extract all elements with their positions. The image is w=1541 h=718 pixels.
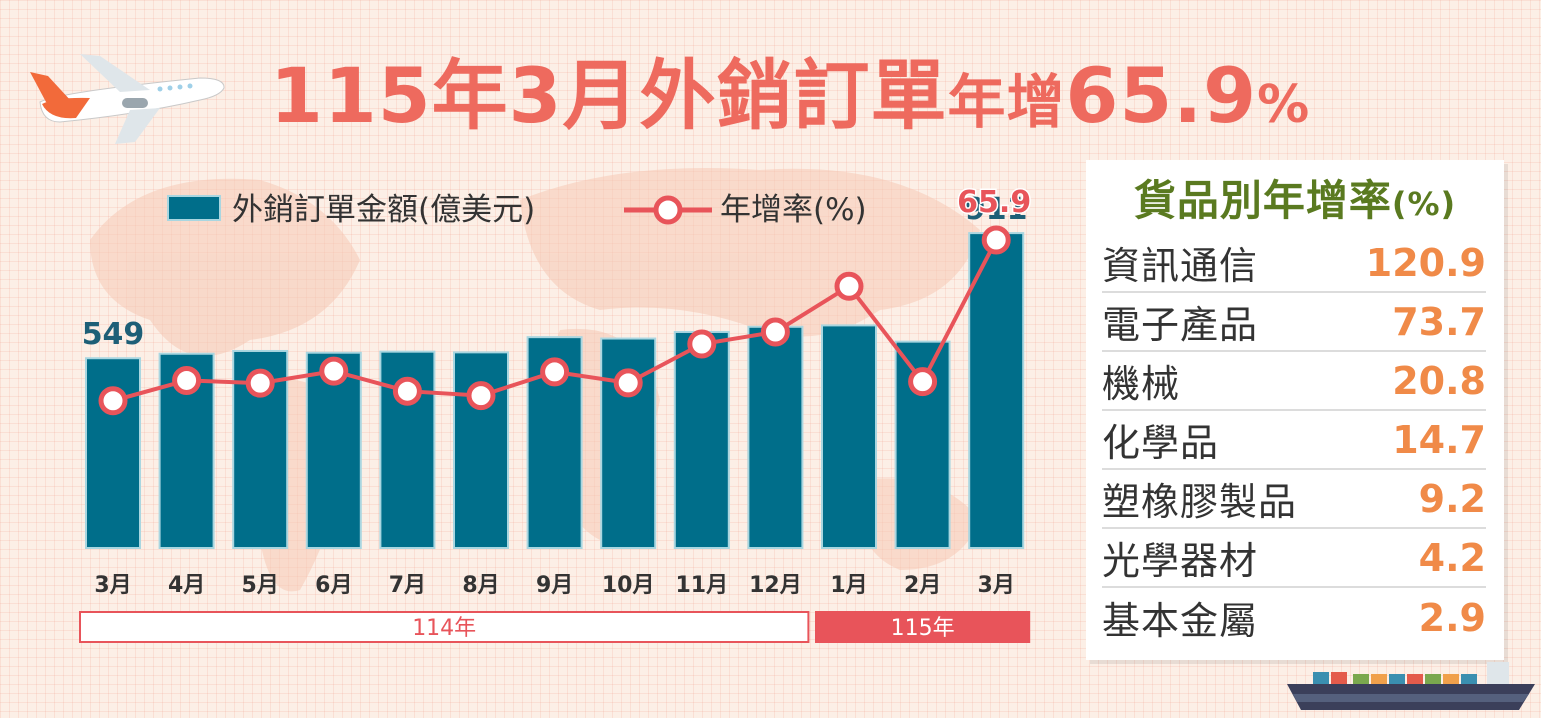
bar-8 xyxy=(673,330,730,549)
cargo-ship-icon xyxy=(1287,662,1535,710)
legend-bar-label: 外銷訂單金額(億美元) xyxy=(232,192,535,228)
bar-9 xyxy=(747,325,804,550)
page-title: 115年3月外銷訂單年增65.9% xyxy=(270,34,1310,144)
growth-point-12 xyxy=(981,225,1011,255)
growth-point-1 xyxy=(172,365,202,395)
list-item: 基本金屬 2.9 xyxy=(1102,588,1486,647)
growth-point-2 xyxy=(245,368,275,398)
growth-point-7 xyxy=(613,368,643,398)
category-name: 電子產品 xyxy=(1102,303,1259,347)
growth-point-3 xyxy=(319,356,349,386)
x-tick-label: 1月 xyxy=(830,573,867,598)
list-item: 塑橡膠製品 9.2 xyxy=(1102,470,1486,529)
title-percent-sign: % xyxy=(1257,75,1311,135)
airplane-icon xyxy=(30,54,225,144)
category-growth: 9.2 xyxy=(1418,476,1486,521)
category-growth: 14.7 xyxy=(1392,417,1486,462)
legend-bar-swatch xyxy=(167,195,221,221)
category-growth: 20.8 xyxy=(1392,358,1486,403)
list-item: 電子產品 73.7 xyxy=(1102,293,1486,352)
x-tick-label: 10月 xyxy=(602,573,655,598)
chart-legend: 外銷訂單金額(億美元) 年增率(%) xyxy=(167,192,867,228)
title-growth-label: 年增 xyxy=(947,68,1066,136)
year-group-band xyxy=(79,611,810,643)
bar-10 xyxy=(821,324,877,549)
data-label-0-0: 549 xyxy=(82,317,145,352)
bar-3 xyxy=(305,351,362,549)
growth-point-8 xyxy=(687,329,717,359)
title-growth-value: 65.9 xyxy=(1065,51,1258,140)
x-tick-label: 3月 xyxy=(94,573,131,598)
data-label-1-12: 65.9 xyxy=(957,185,1031,220)
growth-point-6 xyxy=(540,357,570,387)
category-growth: 120.9 xyxy=(1365,240,1486,285)
title-subject: 外銷訂單 xyxy=(639,51,948,140)
growth-point-4 xyxy=(392,376,422,406)
category-growth: 4.2 xyxy=(1418,535,1486,580)
growth-point-9 xyxy=(760,317,790,347)
category-growth-panel: 貨品別年增率(%) 資訊通信 120.9 電子產品 73.7 機械 20.8 化學品 1… xyxy=(1086,160,1504,660)
title-period: 115年3月 xyxy=(270,51,640,140)
category-name: 機械 xyxy=(1102,362,1181,406)
list-item: 光學器材 4.2 xyxy=(1102,529,1486,588)
category-name: 化學品 xyxy=(1102,421,1220,465)
category-list: 資訊通信 120.9 電子產品 73.7 機械 20.8 化學品 14.7 塑橡膠製品 9… xyxy=(1102,234,1486,647)
panel-title-text: 貨品別年增率 xyxy=(1133,176,1392,225)
legend-line-label: 年增率(%) xyxy=(720,192,867,228)
legend-line-marker xyxy=(653,195,683,225)
x-tick-label: 8月 xyxy=(462,573,499,598)
year-group-label: 114年 xyxy=(412,616,476,641)
year-group-label: 115年 xyxy=(891,616,955,641)
category-growth: 2.9 xyxy=(1418,595,1486,640)
x-tick-label: 3月 xyxy=(978,573,1015,598)
growth-point-11 xyxy=(908,367,938,397)
category-name: 塑橡膠製品 xyxy=(1102,480,1298,524)
category-name: 光學器材 xyxy=(1102,539,1259,583)
bar-12 xyxy=(968,232,1025,549)
x-tick-label: 7月 xyxy=(389,573,426,598)
x-tick-label: 11月 xyxy=(675,573,728,598)
x-tick-label: 2月 xyxy=(904,573,941,598)
x-tick-label: 4月 xyxy=(168,573,205,598)
data-label-0-12: 911 xyxy=(965,192,1028,227)
category-name: 資訊通信 xyxy=(1102,244,1259,288)
export-orders-chart: 外銷訂單金額(億美元) 年增率(%) 3月 4月 5月 6月 7月 8月 9月 10月 11月 1… xyxy=(79,184,1033,643)
x-tick-label: 9月 xyxy=(536,573,573,598)
growth-point-10 xyxy=(834,271,864,301)
list-item: 機械 20.8 xyxy=(1102,352,1486,411)
list-item: 化學品 14.7 xyxy=(1102,411,1486,470)
growth-point-0 xyxy=(98,386,128,416)
x-tick-label: 5月 xyxy=(242,573,279,598)
category-name: 基本金屬 xyxy=(1102,599,1259,643)
list-item: 資訊通信 120.9 xyxy=(1102,234,1486,293)
category-growth: 73.7 xyxy=(1392,299,1486,344)
growth-point-5 xyxy=(466,381,496,411)
x-tick-label: 12月 xyxy=(749,573,802,598)
panel-title: 貨品別年增率(%) xyxy=(1086,168,1504,234)
x-tick-label: 6月 xyxy=(315,573,352,598)
panel-title-unit: (%) xyxy=(1391,185,1457,223)
year-group-band xyxy=(815,611,1031,643)
